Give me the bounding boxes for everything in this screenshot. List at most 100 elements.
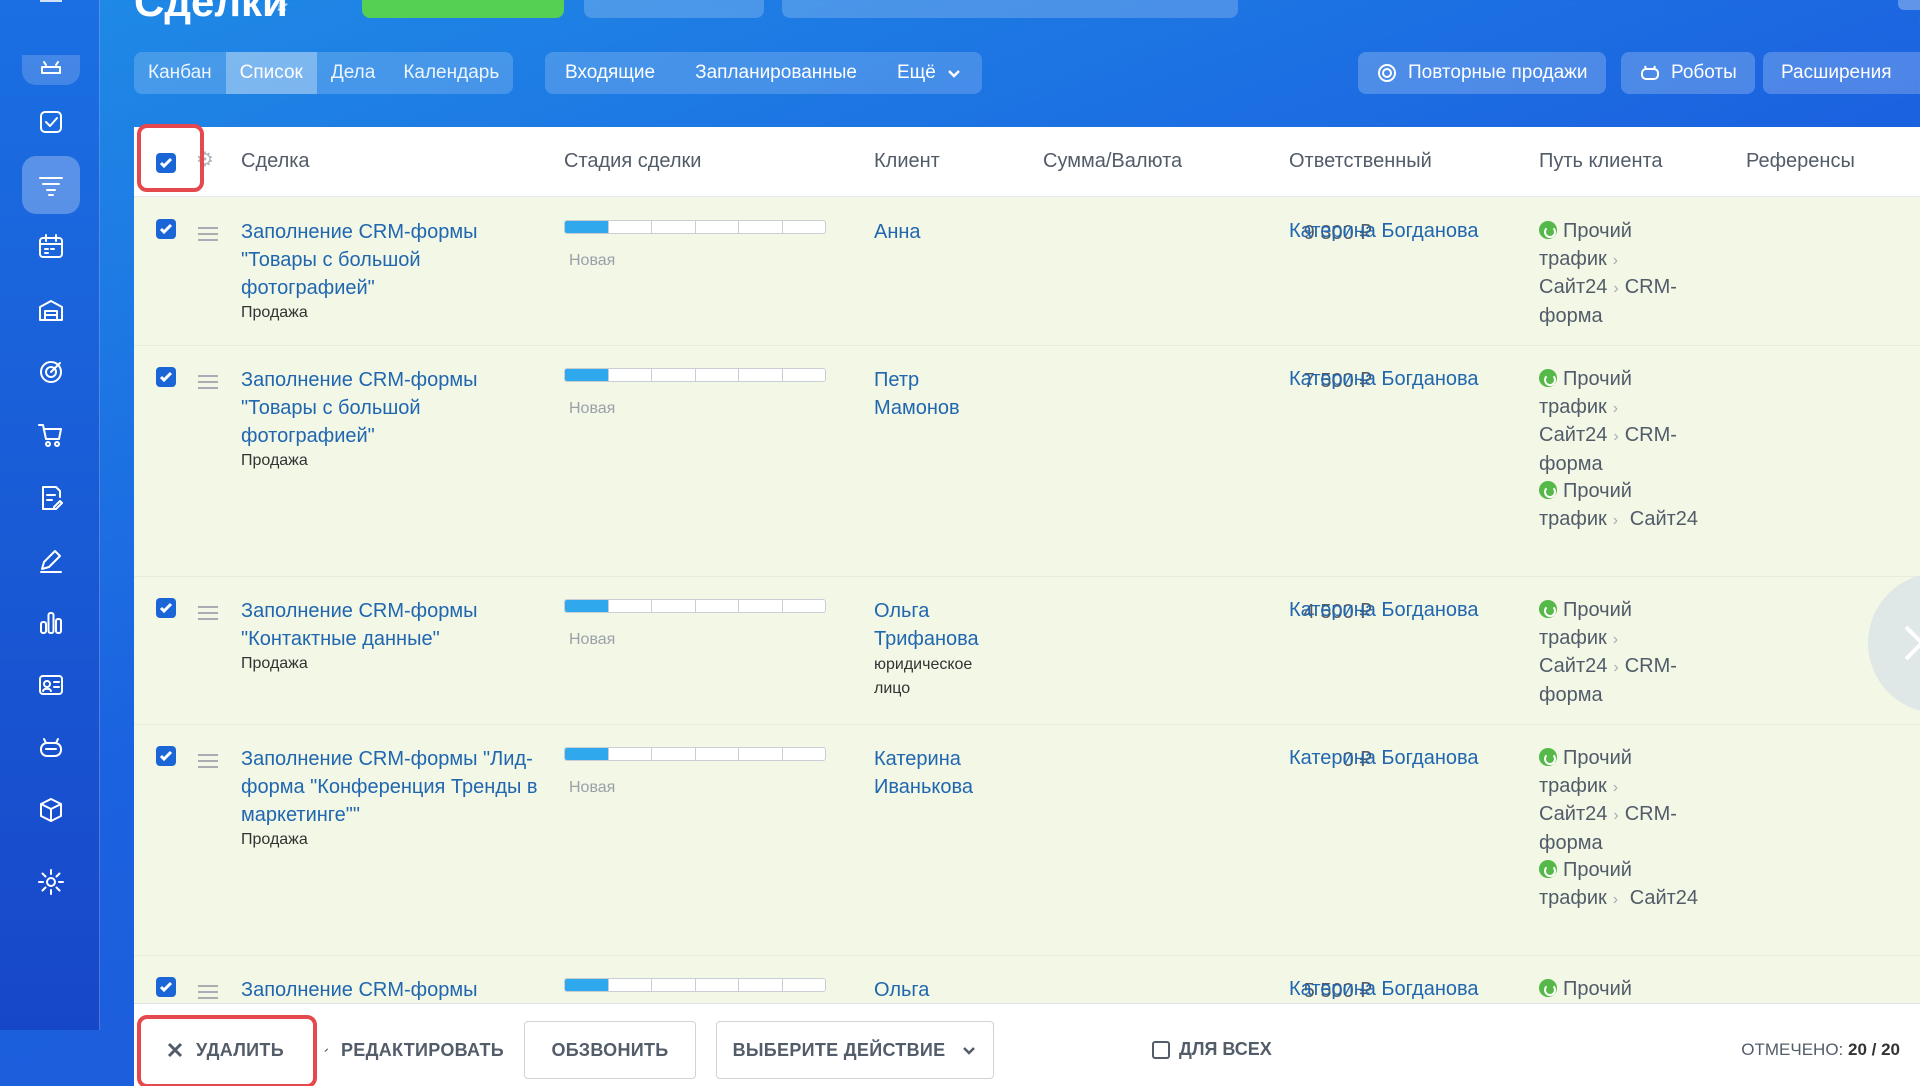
sidebar-item-catalog[interactable]	[22, 781, 80, 839]
column-header-client[interactable]: Клиент	[874, 150, 940, 172]
stage-progress-bar[interactable]	[564, 978, 826, 992]
row-checkbox[interactable]	[156, 219, 176, 239]
path-step: Сайт24	[1539, 655, 1608, 677]
sidebar-item-automation[interactable]	[22, 719, 80, 777]
sidebar-item-settings[interactable]	[22, 853, 80, 911]
client-link[interactable]: Петр Мамонов	[874, 369, 960, 419]
check-icon	[159, 223, 173, 235]
row-checkbox[interactable]	[156, 977, 176, 997]
filter-switcher: Входящие Запланированные Ещё	[545, 52, 982, 94]
drag-handle-icon[interactable]	[198, 754, 218, 772]
tab-list[interactable]: Список	[225, 52, 317, 94]
responsible-link[interactable]: Катерина Богданова	[1289, 220, 1479, 242]
table-row[interactable]: Заполнение CRM-формы Ольга 5 500 ₽ Катер…	[134, 956, 1920, 1003]
deal-title-link[interactable]: Заполнение CRM-формы "Товары с большой ф…	[241, 221, 478, 299]
column-header-deal[interactable]: Сделка	[241, 150, 310, 172]
search-input[interactable]	[782, 0, 1238, 18]
header-corner-button[interactable]	[1898, 0, 1920, 10]
row-checkbox[interactable]	[156, 598, 176, 618]
drag-handle-icon[interactable]	[198, 227, 218, 245]
deal-type: Продажа	[241, 452, 308, 469]
path-step: Сайт24	[1629, 507, 1699, 530]
tab-kanban[interactable]: Канбан	[148, 62, 212, 83]
table-row[interactable]: Заполнение CRM-формы "Товары с большой ф…	[134, 346, 1920, 577]
repeat-icon	[1378, 64, 1396, 82]
drag-handle-icon[interactable]	[198, 375, 218, 393]
menu-icon[interactable]	[40, 0, 62, 2]
sidebar-item-marketing[interactable]	[22, 343, 80, 401]
create-button[interactable]	[362, 0, 564, 18]
tab-calendar[interactable]: Календарь	[403, 62, 500, 83]
sidebar-item-collab[interactable]	[22, 55, 80, 85]
document-edit-icon	[42, 486, 63, 510]
column-header-stage[interactable]: Стадия сделки	[564, 150, 702, 172]
path-step: Прочий трафик	[1539, 859, 1632, 909]
responsible-link[interactable]: Катерина Богданова	[1289, 599, 1479, 621]
extensions-button[interactable]: Расширения	[1763, 52, 1920, 94]
stage-progress-bar[interactable]	[564, 599, 826, 613]
filter-incoming[interactable]: Входящие	[565, 62, 656, 83]
table-row[interactable]: Заполнение CRM-формы "Контактные данные"…	[134, 577, 1920, 725]
stage-progress-bar[interactable]	[564, 220, 826, 234]
check-icon	[159, 157, 173, 169]
path-step: CRM-форма	[1539, 276, 1677, 327]
column-header-sum[interactable]: Сумма/Валюта	[1043, 150, 1183, 172]
drag-handle-icon[interactable]	[198, 985, 218, 1003]
deal-title-link[interactable]: Заполнение CRM-формы "Лид-форма "Конфере…	[241, 748, 538, 826]
for-all-checkbox[interactable]	[1152, 1041, 1170, 1059]
client-link[interactable]: Катерина Иванькова	[874, 748, 973, 798]
call-button[interactable]: ОБЗВОНИТЬ	[524, 1021, 696, 1079]
deal-sum: 0 ₽	[1342, 749, 1372, 771]
sidebar-item-analytics[interactable]	[22, 594, 80, 652]
column-header-path[interactable]: Путь клиента	[1539, 150, 1663, 172]
deal-title-link[interactable]: Заполнение CRM-формы "Товары с большой ф…	[241, 369, 478, 447]
client-link[interactable]: Анна	[874, 221, 921, 243]
responsible-link[interactable]: Катерина Богданова	[1289, 368, 1479, 390]
sidebar-item-tasks[interactable]	[22, 93, 80, 151]
select-all-checkbox[interactable]	[156, 153, 176, 173]
client-link[interactable]: Ольга	[874, 979, 930, 1001]
column-header-references[interactable]: Референсы	[1746, 150, 1855, 172]
sidebar-item-shop[interactable]	[22, 406, 80, 464]
left-sidebar	[0, 0, 100, 1030]
box-icon	[40, 798, 62, 822]
sidebar-item-contact-center[interactable]	[22, 656, 80, 714]
drag-handle-icon[interactable]	[198, 606, 218, 624]
delete-label: УДАЛИТЬ	[196, 1039, 284, 1060]
deal-sum: 4 500 ₽	[1303, 601, 1372, 623]
row-checkbox[interactable]	[156, 367, 176, 387]
robots-button[interactable]: Роботы	[1621, 52, 1755, 94]
deal-title-link[interactable]: Заполнение CRM-формы "Контактные данные"	[241, 600, 478, 650]
table-row[interactable]: Заполнение CRM-формы "Лид-форма "Конфере…	[134, 725, 1920, 956]
table-row[interactable]: Заполнение CRM-формы "Товары с большой ф…	[134, 198, 1920, 346]
source-icon	[1539, 860, 1557, 878]
view-switcher: Канбан Список Дела Календарь	[134, 52, 514, 94]
stage-progress-bar[interactable]	[564, 747, 826, 761]
deal-title-link[interactable]: Заполнение CRM-формы	[241, 979, 478, 1001]
pin-icon[interactable]: ✰	[275, 0, 289, 15]
responsible-link[interactable]: Катерина Богданова	[1289, 978, 1479, 1000]
pencil-icon	[324, 1048, 329, 1052]
responsible-link[interactable]: Катерина Богданова	[1289, 747, 1479, 769]
filter-more[interactable]: Ещё	[877, 52, 982, 94]
settings-button[interactable]	[584, 0, 764, 18]
repeat-sales-button[interactable]: Повторные продажи	[1358, 52, 1606, 94]
stage-name: Новая	[569, 400, 616, 417]
tab-activities[interactable]: Дела	[330, 62, 376, 83]
edit-button[interactable]: РЕДАКТИРОВАТЬ	[324, 1021, 504, 1079]
row-checkbox[interactable]	[156, 746, 176, 766]
client-link[interactable]: Ольга Трифанова	[874, 600, 979, 650]
sidebar-item-store[interactable]	[22, 281, 80, 339]
for-all-label[interactable]: ДЛЯ ВСЕХ	[1179, 1039, 1272, 1059]
sidebar-item-crm[interactable]	[22, 156, 80, 214]
sidebar-item-calendar[interactable]	[22, 218, 80, 276]
check-icon	[159, 981, 173, 993]
column-header-responsible[interactable]: Ответственный	[1289, 150, 1432, 172]
stage-progress-bar[interactable]	[564, 368, 826, 382]
sidebar-item-sign[interactable]	[22, 531, 80, 589]
filter-planned[interactable]: Запланированные	[695, 62, 857, 83]
client-path: Прочий трафик › Сайт24 › CRM-форма	[1539, 599, 1677, 706]
choose-action-dropdown[interactable]: ВЫБЕРИТЕ ДЕЙСТВИЕ	[716, 1021, 994, 1079]
sidebar-item-documents[interactable]	[22, 469, 80, 527]
delete-button[interactable]: УДАЛИТЬ	[144, 1021, 306, 1079]
